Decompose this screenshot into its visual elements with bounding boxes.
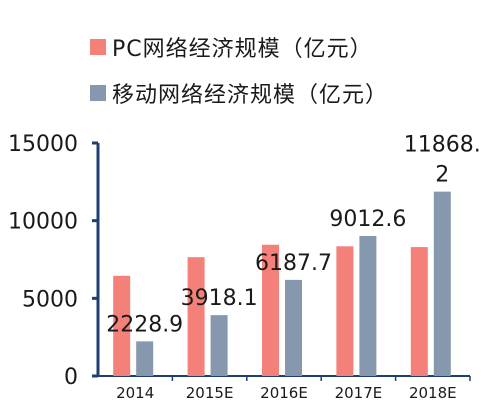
data-label-mobile: 2228.9: [106, 312, 183, 337]
data-label-mobile: 9012.6: [329, 207, 406, 232]
legend-item-mobile: 移动网络经济规模（亿元）: [90, 77, 388, 109]
x-tick-label: 2014: [116, 384, 154, 402]
y-tick-label: 5000: [22, 287, 78, 312]
y-tick-label: 10000: [8, 210, 78, 235]
legend-label-mobile: 移动网络经济规模（亿元）: [112, 83, 389, 108]
y-tick-label: 15000: [8, 132, 78, 157]
bar-mobile: [210, 315, 228, 376]
bar-pc: [113, 275, 131, 376]
bar-pc: [410, 247, 428, 376]
bar-mobile: [285, 279, 302, 376]
data-label-mobile: 6187.7: [255, 251, 332, 276]
bar-mobile: [359, 236, 377, 376]
legend-swatch-mobile: [90, 85, 106, 101]
x-tick-label: 2015E: [186, 384, 234, 402]
data-label-mobile: 2: [435, 163, 449, 188]
bar-pc: [336, 246, 354, 376]
x-tick-label: 2018E: [409, 384, 457, 402]
data-label-mobile: 11868.: [404, 133, 481, 158]
bar-mobile: [433, 191, 451, 376]
bar-pc: [262, 244, 279, 376]
y-tick-label: 0: [64, 365, 78, 390]
legend-item-pc: PC网络经济规模（亿元）: [90, 31, 373, 63]
bar-mobile: [136, 341, 154, 376]
x-tick-label: 2016E: [260, 384, 308, 402]
legend-label-pc: PC网络经济规模（亿元）: [112, 37, 373, 62]
bar-pc: [187, 257, 205, 376]
legend-swatch-pc: [90, 39, 106, 55]
x-tick-label: 2017E: [335, 384, 383, 402]
data-label-mobile: 3918.1: [181, 286, 258, 311]
